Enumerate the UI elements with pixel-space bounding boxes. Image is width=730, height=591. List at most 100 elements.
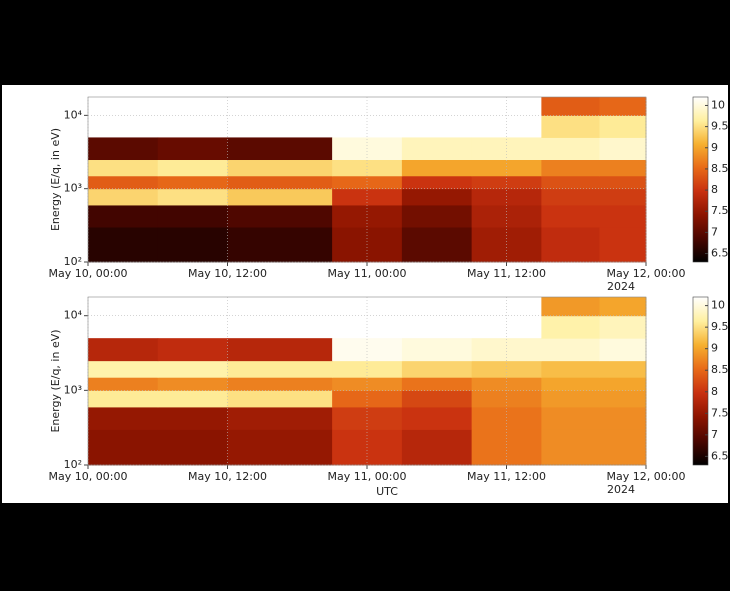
x-tick-label: May 10, 00:00 [49, 470, 128, 483]
heatmap-cell [599, 97, 647, 116]
y-tick-label: 10³ [64, 383, 82, 396]
heatmap-cell [157, 227, 228, 263]
x-tick-label: May 11, 00:00 [328, 470, 407, 483]
heatmap-cell [541, 159, 600, 177]
heatmap-cell [471, 159, 542, 177]
colorbar-tick-label: 6.5 [711, 449, 729, 462]
colorbar-tick-label: 7.5 [711, 204, 729, 217]
heatmap-cell [401, 338, 473, 362]
x-tick-label: May 12, 00:00 [607, 470, 686, 483]
heatmap-cell [401, 188, 473, 206]
x-tick-label: May 10, 12:00 [188, 267, 267, 280]
heatmap-cell [599, 406, 647, 430]
heatmap-cell [401, 429, 473, 466]
heatmap-cell [88, 338, 159, 362]
heatmap-cell [401, 227, 473, 263]
heatmap-cell [599, 159, 647, 177]
heatmap-cell [401, 377, 473, 391]
heatmap-cell [227, 390, 333, 408]
colorbar-tick-label: 8 [711, 385, 718, 398]
heatmap-cell [541, 204, 600, 228]
heatmap-cell [88, 204, 159, 228]
colorbar-tick-label: 9.5 [711, 320, 729, 333]
colorbar-tick-label: 9 [711, 342, 718, 355]
colorbar-tick-label: 10 [711, 299, 725, 312]
heatmap-cell [599, 297, 647, 317]
heatmap-cell [227, 137, 333, 161]
heatmap-cell [227, 159, 333, 177]
heatmap-cell [401, 137, 473, 161]
heatmap-cell [88, 377, 159, 391]
heatmap-cell [227, 406, 333, 430]
heatmap-cell [227, 360, 333, 378]
heatmap-cell [227, 227, 333, 263]
x-tick-label: May 10, 00:00 [49, 267, 128, 280]
heatmap-cell [332, 338, 403, 362]
colorbar [692, 96, 709, 263]
heatmap-cell [541, 227, 600, 263]
heatmap-cell [599, 360, 647, 378]
heatmap-cell [157, 338, 228, 362]
heatmap-cell [88, 137, 159, 161]
heatmap-cell [157, 406, 228, 430]
y-axis-label: Energy (E/q, in eV) [49, 329, 62, 432]
heatmap-cell [157, 188, 228, 206]
heatmap-cell [401, 390, 473, 408]
colorbar-tick-label: 7.5 [711, 406, 729, 419]
colorbar-tick-label: 7 [711, 225, 718, 238]
y-tick-label: 10² [64, 458, 82, 471]
heatmap-cell [541, 137, 600, 161]
heatmap-cell [157, 429, 228, 466]
heatmap-cell [541, 406, 600, 430]
y-axis-label: Energy (E/q, in eV) [49, 128, 62, 231]
colorbar-tick-label: 9 [711, 141, 718, 154]
heatmap-cell [541, 390, 600, 408]
x-offset-label: 2024 [607, 280, 635, 293]
heatmap-cell [541, 338, 600, 362]
y-tick-label: 10³ [64, 182, 82, 195]
heatmap-cell [599, 227, 647, 263]
heatmap-cell [599, 137, 647, 161]
heatmap-cell [471, 188, 542, 206]
heatmap-cell [401, 159, 473, 177]
x-tick-label: May 11, 12:00 [467, 470, 546, 483]
heatmap-cell [157, 137, 228, 161]
plot-frame [87, 296, 647, 466]
heatmap-cell [541, 360, 600, 378]
heatmap-cell [471, 406, 542, 430]
heatmap-cell [88, 360, 159, 378]
heatmap-cell [541, 297, 600, 317]
heatmap-cell [599, 377, 647, 391]
heatmap-cell [227, 429, 333, 466]
y-tick-label: 10² [64, 255, 82, 268]
heatmap-cell [227, 204, 333, 228]
heatmap-cell [227, 188, 333, 206]
heatmap-cell [401, 204, 473, 228]
heatmap-cell [401, 175, 473, 190]
heatmap-cell [227, 377, 333, 391]
heatmap-cell [332, 390, 403, 408]
heatmap-cell [599, 390, 647, 408]
heatmap-cell [471, 390, 542, 408]
x-axis-label: UTC [376, 485, 398, 498]
heatmap-cell [401, 406, 473, 430]
heatmap-cell [88, 429, 159, 466]
heatmap-cell [471, 204, 542, 228]
heatmap-cell [541, 97, 600, 116]
heatmap-cell [157, 175, 228, 190]
heatmap-cell [599, 338, 647, 362]
heatmap-cell [541, 429, 600, 466]
x-tick-label: May 11, 12:00 [467, 267, 546, 280]
heatmap-cell [471, 175, 542, 190]
heatmap-cell [471, 338, 542, 362]
heatmap-cell [157, 390, 228, 408]
x-tick-label: May 12, 00:00 [607, 267, 686, 280]
heatmap-cell [541, 188, 600, 206]
heatmap-cell [157, 204, 228, 228]
heatmap-cell [227, 338, 333, 362]
heatmap-cell [541, 115, 600, 138]
heatmap-cell [88, 175, 159, 190]
y-tick-label: 10⁴ [64, 309, 83, 322]
y-tick-label: 10⁴ [64, 108, 83, 121]
